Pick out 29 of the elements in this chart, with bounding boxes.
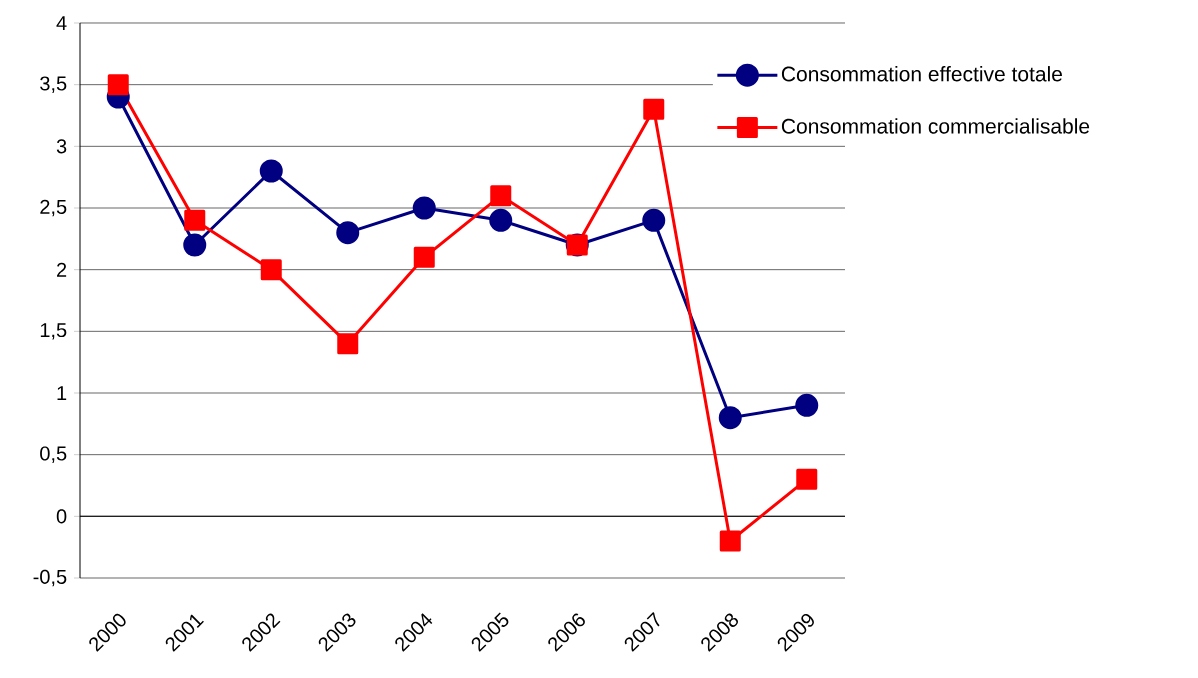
point <box>643 98 665 120</box>
y-tick-label: 0,5 <box>40 446 67 463</box>
y-tick-label: 3,5 <box>40 76 67 93</box>
point <box>490 185 512 207</box>
point <box>337 333 359 355</box>
point <box>260 259 282 281</box>
y-tick-label: 2 <box>57 262 67 277</box>
point <box>336 221 360 245</box>
y-tick-label: 4 <box>56 16 67 30</box>
point <box>718 406 742 430</box>
legend-label: Consommation commercialisable <box>781 118 1090 134</box>
point <box>489 208 513 232</box>
point <box>107 74 129 96</box>
point <box>795 393 819 417</box>
y-tick-label: -0,5 <box>33 569 67 587</box>
point <box>413 246 435 268</box>
point <box>642 208 666 232</box>
point <box>183 233 207 257</box>
point <box>259 159 283 183</box>
point <box>719 530 741 552</box>
point <box>796 468 818 490</box>
point <box>412 196 436 220</box>
y-tick-label: 1,5 <box>40 323 67 340</box>
y-tick-label: 0 <box>56 509 67 524</box>
y-tick-label: 2,5 <box>40 199 67 217</box>
y-tick-label: 3 <box>56 139 67 154</box>
y-tick-label: 1 <box>57 386 67 400</box>
point <box>184 209 206 231</box>
legend-label: Consommation effective totale <box>781 66 1062 82</box>
